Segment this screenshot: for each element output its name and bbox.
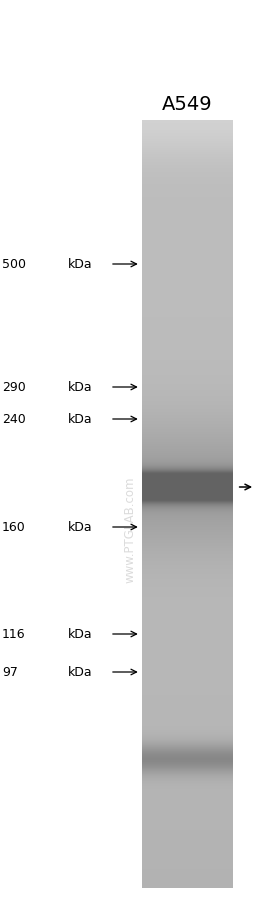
Text: 160: 160 — [2, 521, 26, 534]
Text: A549: A549 — [162, 95, 212, 114]
Text: 500: 500 — [2, 258, 26, 272]
Text: kDa: kDa — [68, 521, 93, 534]
Text: 290: 290 — [2, 381, 26, 394]
Text: 240: 240 — [2, 413, 26, 426]
Text: kDa: kDa — [68, 381, 93, 394]
Text: 97: 97 — [2, 666, 18, 678]
Text: kDa: kDa — [68, 413, 93, 426]
Text: kDa: kDa — [68, 258, 93, 272]
Text: www.PTGLAB.com: www.PTGLAB.com — [124, 476, 136, 583]
Text: kDa: kDa — [68, 628, 93, 640]
Text: 116: 116 — [2, 628, 26, 640]
Text: kDa: kDa — [68, 666, 93, 678]
